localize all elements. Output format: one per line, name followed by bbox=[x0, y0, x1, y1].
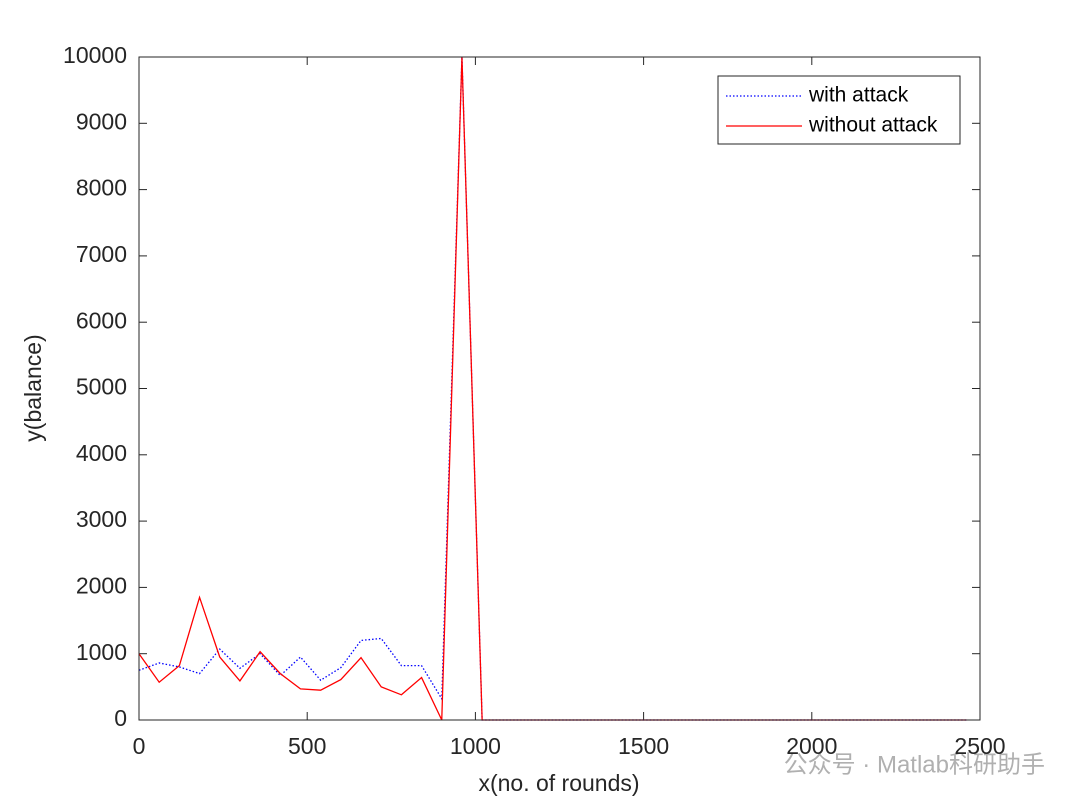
y-tick-label: 3000 bbox=[76, 506, 127, 532]
legend-label: without attack bbox=[808, 114, 938, 137]
x-tick-label: 1000 bbox=[450, 733, 501, 759]
y-tick-label: 4000 bbox=[76, 440, 127, 466]
x-tick-label: 2000 bbox=[786, 733, 837, 759]
legend-label: with attack bbox=[808, 84, 909, 107]
y-tick-label: 2000 bbox=[76, 572, 127, 598]
y-tick-label: 7000 bbox=[76, 241, 127, 267]
x-tick-label: 2500 bbox=[954, 733, 1005, 759]
y-tick-label: 8000 bbox=[76, 175, 127, 201]
y-axis-label: y(balance) bbox=[20, 334, 46, 441]
y-tick-label: 0 bbox=[114, 705, 127, 731]
axes-box bbox=[138, 56, 981, 721]
watermark: 公众号 · Matlab科研助手 bbox=[784, 751, 1045, 778]
y-tick-label: 5000 bbox=[76, 374, 127, 400]
y-tick-label: 10000 bbox=[63, 42, 127, 68]
x-tick-label: 500 bbox=[288, 733, 326, 759]
y-tick-label: 9000 bbox=[76, 108, 127, 134]
y-tick-label: 1000 bbox=[76, 639, 127, 665]
x-tick-label: 0 bbox=[133, 733, 146, 759]
legend-box bbox=[717, 75, 961, 145]
x-axis-label: x(no. of rounds) bbox=[478, 770, 639, 796]
plot-area bbox=[139, 57, 980, 720]
x-tick-label: 1500 bbox=[618, 733, 669, 759]
y-tick-label: 6000 bbox=[76, 307, 127, 333]
